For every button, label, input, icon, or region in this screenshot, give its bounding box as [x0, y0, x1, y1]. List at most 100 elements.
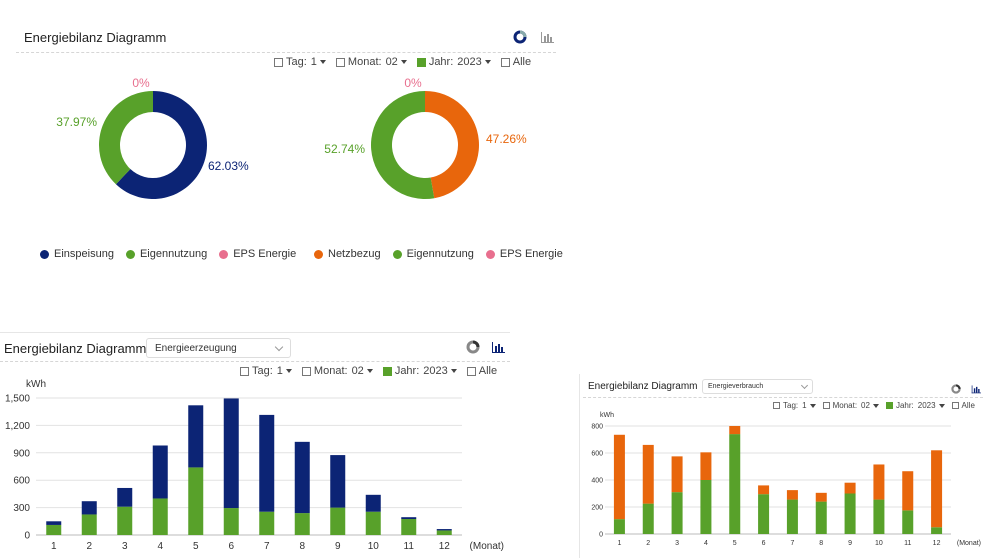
jahr-dropdown[interactable]: 2023 — [918, 401, 945, 410]
donut-value-label: 0% — [404, 76, 422, 90]
bar-segment[interactable] — [436, 530, 452, 535]
bar-segment[interactable] — [117, 487, 133, 507]
bar-segment[interactable] — [259, 414, 275, 512]
bar-segment[interactable] — [613, 434, 625, 520]
bar-segment[interactable] — [700, 480, 712, 534]
legend-item[interactable]: Einspeisung — [40, 248, 114, 260]
bar-segment[interactable] — [902, 471, 914, 511]
donut-slice[interactable] — [98, 91, 153, 185]
bar-segment[interactable] — [81, 514, 97, 535]
legend-item[interactable]: EPS Energie — [485, 248, 563, 260]
monat-dropdown[interactable]: 02 — [861, 401, 879, 410]
bar-segment[interactable] — [81, 501, 97, 515]
filter-alle[interactable]: Alle — [466, 365, 497, 377]
mid-type-select[interactable]: Energieerzeugung — [146, 338, 291, 358]
alle-checkbox[interactable] — [951, 402, 959, 409]
monat-checkbox[interactable] — [301, 366, 311, 376]
bar-segment[interactable] — [786, 499, 798, 534]
filter-jahr[interactable]: Jahr: 2023 — [885, 401, 945, 410]
bar-segment[interactable] — [294, 513, 310, 535]
donut-slice[interactable] — [370, 90, 435, 199]
jahr-checkbox[interactable] — [416, 57, 426, 67]
tag-dropdown[interactable]: 1 — [802, 401, 816, 410]
donut-chart-icon[interactable] — [951, 381, 961, 399]
tag-dropdown[interactable]: 1 — [311, 56, 326, 68]
bar-segment[interactable] — [152, 445, 168, 499]
bar-segment[interactable] — [815, 501, 827, 534]
jahr-dropdown[interactable]: 2023 — [423, 365, 457, 377]
monat-dropdown[interactable]: 02 — [386, 56, 407, 68]
filter-monat[interactable]: Monat: 02 — [335, 56, 407, 68]
donut-chart-icon[interactable] — [466, 340, 480, 359]
legend-item[interactable]: Eigennutzung — [392, 248, 474, 260]
monat-checkbox[interactable] — [335, 57, 345, 67]
legend-item[interactable]: Eigennutzung — [125, 248, 207, 260]
tag-dropdown[interactable]: 1 — [277, 365, 292, 377]
bar-segment[interactable] — [931, 450, 943, 528]
bar-segment[interactable] — [259, 511, 275, 535]
bar-segment[interactable] — [436, 529, 452, 531]
bar-segment[interactable] — [223, 508, 239, 535]
bar-segment[interactable] — [873, 499, 885, 534]
bar-segment[interactable] — [401, 517, 417, 520]
bar-chart-icon[interactable] — [491, 340, 505, 359]
bar-segment[interactable] — [758, 485, 770, 495]
bar-segment[interactable] — [401, 519, 417, 535]
monat-dropdown[interactable]: 02 — [352, 365, 373, 377]
bar-segment[interactable] — [729, 434, 741, 534]
filter-alle[interactable]: Alle — [500, 56, 531, 68]
donut-slice[interactable] — [425, 91, 479, 199]
bar-segment[interactable] — [902, 510, 914, 534]
filter-jahr[interactable]: Jahr: 2023 — [382, 365, 457, 377]
bar-segment[interactable] — [223, 398, 239, 509]
bar-segment[interactable] — [700, 452, 712, 480]
bar-segment[interactable] — [786, 490, 798, 500]
tag-checkbox[interactable] — [773, 402, 780, 409]
tag-checkbox[interactable] — [240, 366, 249, 376]
bar-segment[interactable] — [365, 511, 381, 535]
filter-jahr[interactable]: Jahr: 2023 — [416, 56, 491, 68]
donut-chart-icon[interactable] — [513, 30, 527, 49]
bar-segment[interactable] — [152, 498, 168, 535]
bar-segment[interactable] — [758, 494, 770, 534]
filter-tag[interactable]: Tag: 1 — [773, 401, 816, 410]
bar-segment[interactable] — [330, 507, 346, 535]
bar-segment[interactable] — [294, 441, 310, 514]
bar-chart-icon[interactable] — [540, 30, 554, 49]
bar-segment[interactable] — [642, 503, 654, 534]
filter-alle[interactable]: Alle — [951, 401, 975, 410]
alle-checkbox[interactable] — [500, 57, 510, 67]
legend-item[interactable]: Netzbezug — [314, 248, 381, 260]
bar-segment[interactable] — [365, 494, 381, 512]
bar-segment[interactable] — [873, 464, 885, 500]
bar-segment[interactable] — [613, 519, 625, 534]
bar-segment[interactable] — [46, 524, 62, 535]
filter-monat[interactable]: Monat: 02 — [301, 365, 373, 377]
bar-segment[interactable] — [330, 455, 346, 508]
filter-tag[interactable]: Tag: 1 — [240, 365, 292, 377]
filter-monat[interactable]: Monat: 02 — [822, 401, 879, 410]
bar-segment[interactable] — [729, 426, 741, 435]
bar-segment[interactable] — [117, 506, 133, 535]
bar-chart-icon[interactable] — [971, 381, 981, 399]
alle-checkbox[interactable] — [466, 366, 476, 376]
monat-checkbox[interactable] — [822, 402, 830, 409]
bar-segment[interactable] — [671, 492, 683, 534]
bar-segment[interactable] — [188, 467, 204, 535]
jahr-checkbox[interactable] — [382, 366, 392, 376]
jahr-dropdown[interactable]: 2023 — [457, 56, 491, 68]
filter-tag[interactable]: Tag: 1 — [274, 56, 326, 68]
bar-segment[interactable] — [931, 527, 943, 534]
small-type-select[interactable]: Energieverbrauch — [702, 379, 813, 394]
tag-checkbox[interactable] — [274, 57, 283, 67]
legend-item[interactable]: EPS Energie — [219, 248, 296, 260]
jahr-checkbox[interactable] — [885, 402, 893, 409]
bar-segment[interactable] — [46, 521, 62, 525]
donut-slice[interactable] — [115, 91, 207, 199]
bar-segment[interactable] — [642, 444, 654, 504]
bar-segment[interactable] — [188, 405, 204, 468]
bar-segment[interactable] — [844, 493, 856, 535]
bar-segment[interactable] — [815, 492, 827, 502]
bar-segment[interactable] — [671, 456, 683, 493]
bar-segment[interactable] — [844, 482, 856, 494]
